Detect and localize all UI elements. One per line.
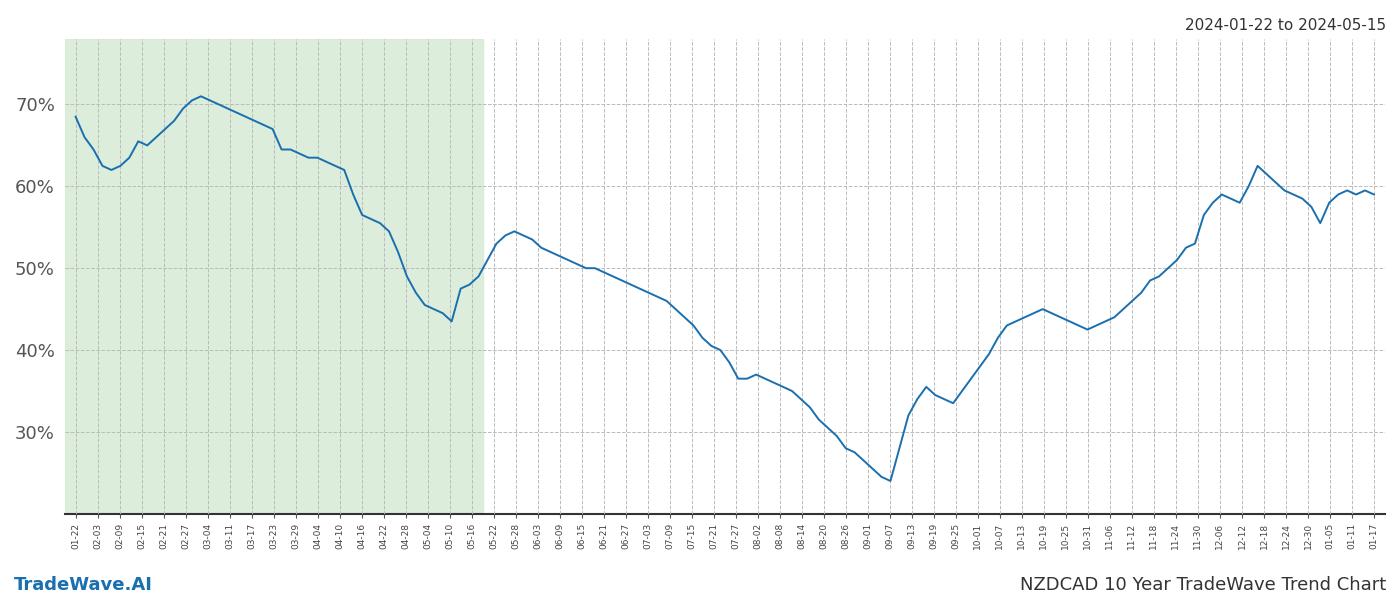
Text: TradeWave.AI: TradeWave.AI <box>14 576 153 594</box>
Bar <box>64 39 483 514</box>
Text: 2024-01-22 to 2024-05-15: 2024-01-22 to 2024-05-15 <box>1184 18 1386 33</box>
Text: NZDCAD 10 Year TradeWave Trend Chart: NZDCAD 10 Year TradeWave Trend Chart <box>1019 576 1386 594</box>
